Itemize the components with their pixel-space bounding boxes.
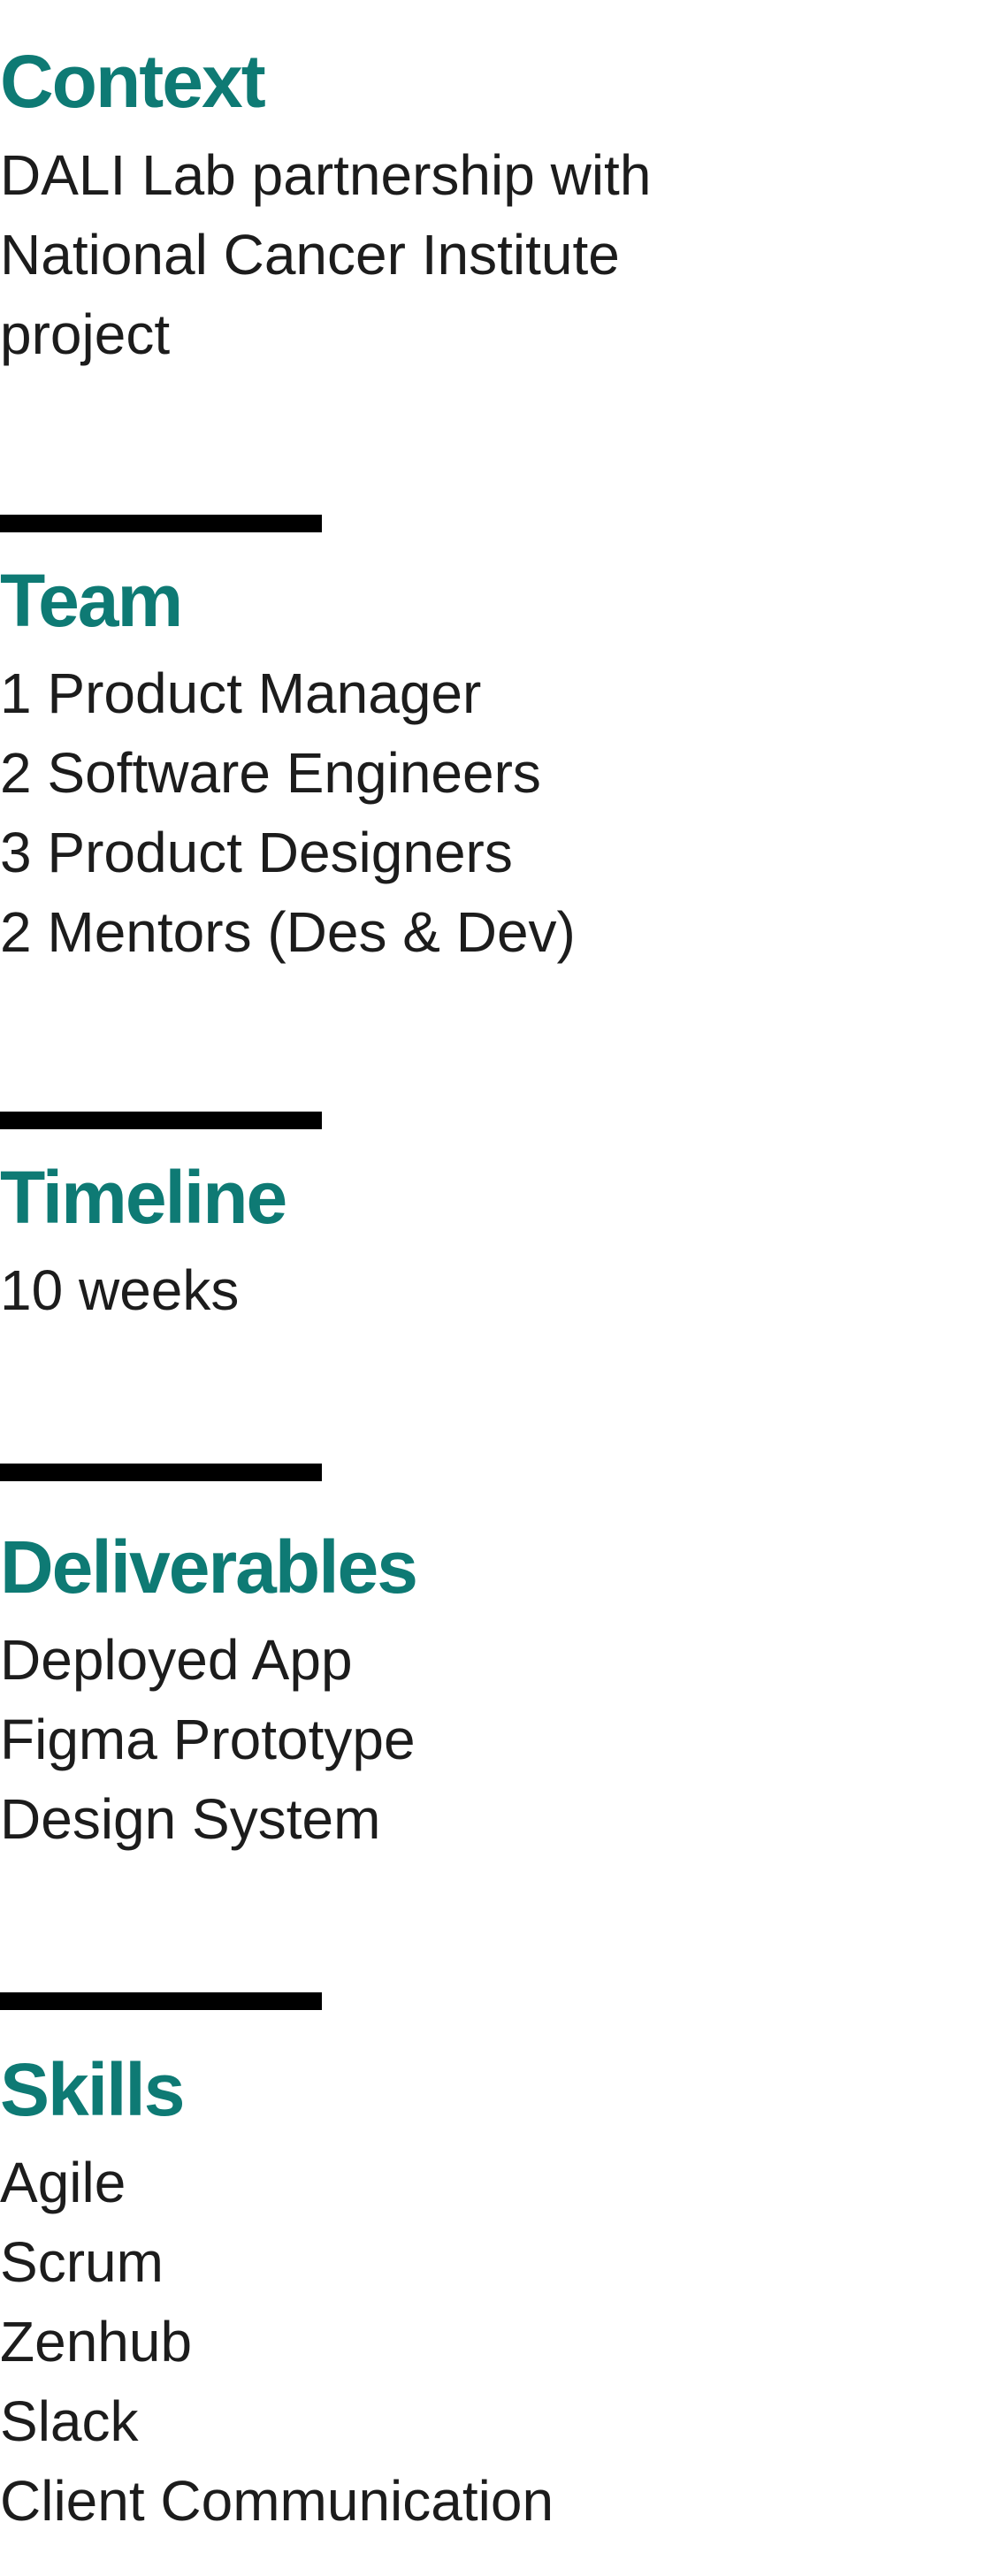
body-line: 10 weeks — [0, 1258, 240, 1322]
body-line: Zenhub — [0, 2310, 193, 2373]
body-line: 3 Product Designers — [0, 821, 513, 884]
section-body: DALI Lab partnership with National Cance… — [0, 135, 651, 374]
section-heading: Team — [0, 559, 183, 642]
section-body: Agile Scrum Zenhub Slack Client Communic… — [0, 2143, 554, 2541]
section-divider — [0, 1992, 322, 2010]
body-line: DALI Lab partnership with — [0, 143, 652, 207]
section-divider — [0, 515, 322, 532]
body-line: National Cancer Institute — [0, 223, 620, 287]
body-line: 2 Software Engineers — [0, 741, 541, 805]
body-line: Agile — [0, 2151, 126, 2214]
section-body: 10 weeks — [0, 1250, 239, 1330]
section-divider — [0, 1112, 322, 1129]
body-line: Design System — [0, 1787, 381, 1851]
section-heading: Context — [0, 40, 266, 123]
body-line: project — [0, 302, 171, 366]
body-line: Scrum — [0, 2230, 164, 2294]
body-line: 1 Product Manager — [0, 661, 482, 725]
body-line: Slack — [0, 2389, 139, 2453]
section-heading: Timeline — [0, 1156, 287, 1239]
body-line: Client Communication — [0, 2469, 554, 2533]
body-line: 2 Mentors (Des & Dev) — [0, 900, 576, 964]
section-heading: Deliverables — [0, 1525, 418, 1609]
body-line: Deployed App — [0, 1628, 353, 1692]
body-line: Figma Prototype — [0, 1708, 416, 1771]
section-divider — [0, 1464, 322, 1481]
section-body: 1 Product Manager 2 Software Engineers 3… — [0, 654, 576, 972]
section-heading: Skills — [0, 2048, 185, 2131]
section-body: Deployed App Figma Prototype Design Syst… — [0, 1620, 416, 1859]
